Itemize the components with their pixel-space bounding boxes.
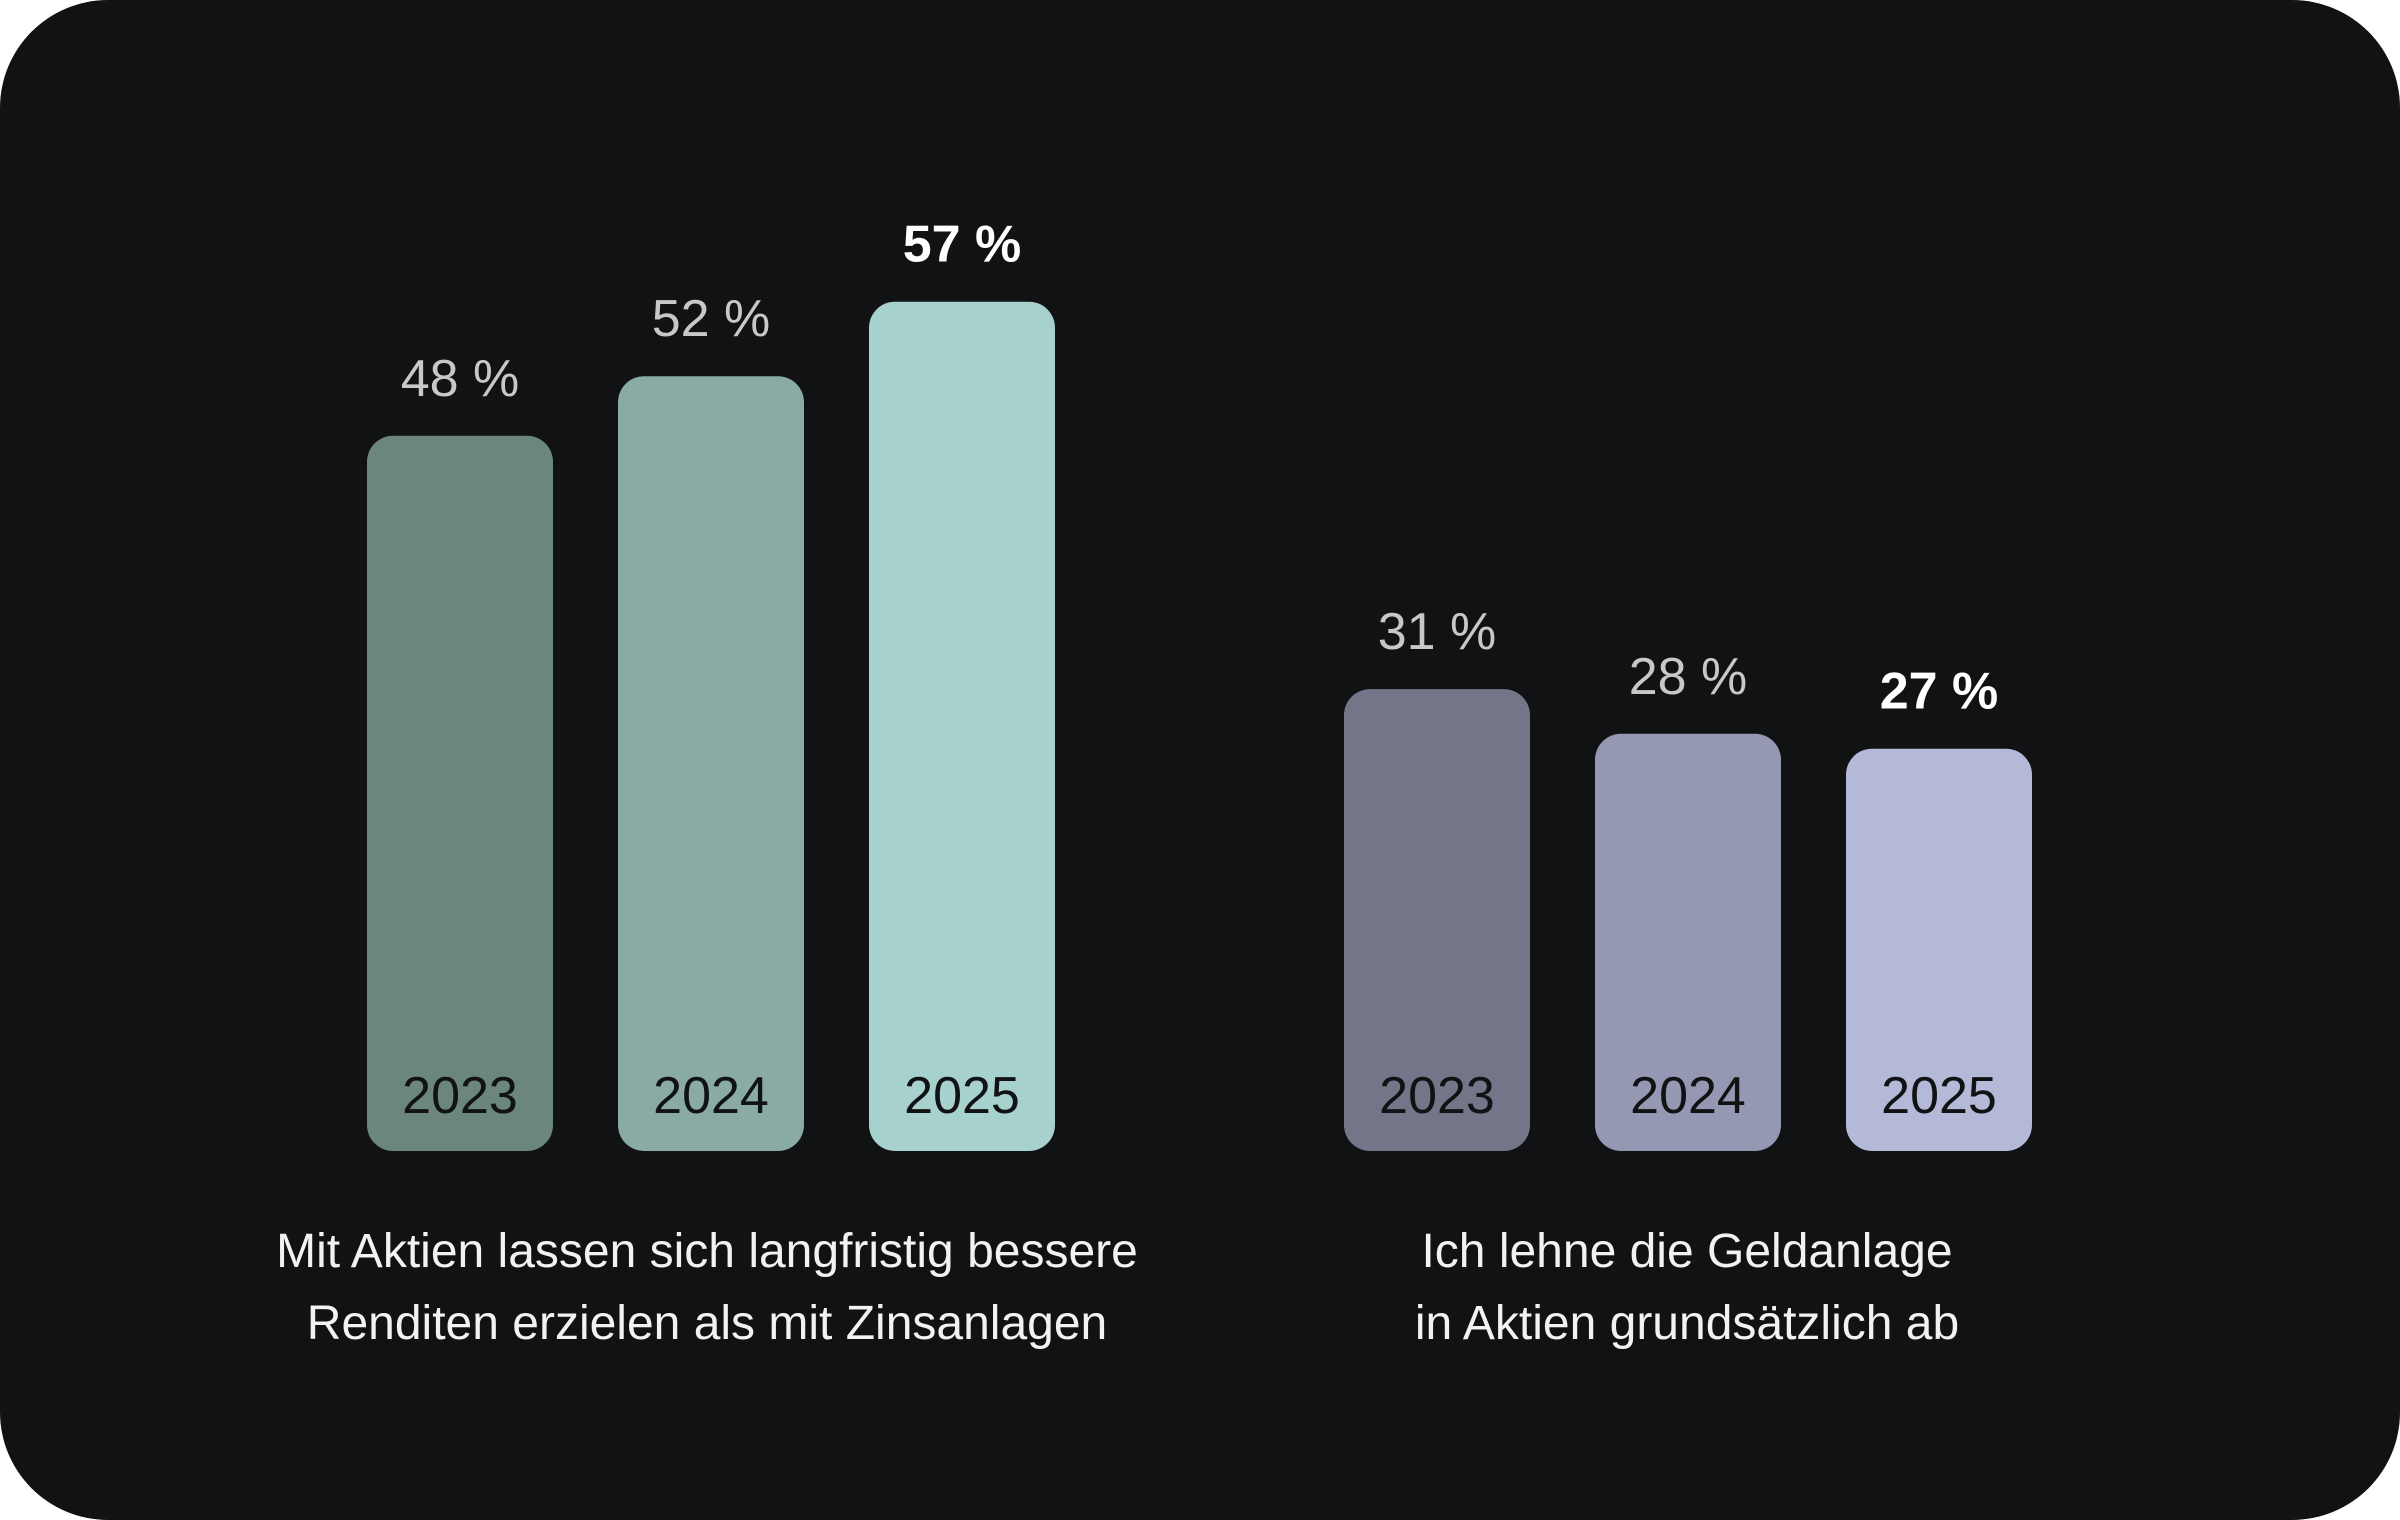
year-label-right-2025: 2025 [1881, 1067, 1997, 1125]
value-label-left-2025: 57 % [903, 216, 1022, 274]
year-label-right-2023: 2023 [1379, 1067, 1495, 1125]
bar-right-2025 [1846, 748, 2032, 1151]
caption-right: Ich lehne die Geldanlage in Aktien grund… [1137, 1216, 2237, 1360]
caption-left-line-1: Mit Aktien lassen sich langfristig besse… [276, 1225, 1138, 1278]
value-label-right-2024: 28 % [1629, 648, 1748, 706]
year-label-left-2025: 2025 [904, 1067, 1020, 1125]
caption-right-line-1: Ich lehne die Geldanlage [1421, 1225, 1953, 1278]
value-label-right-2025: 27 % [1880, 663, 1999, 721]
bar-left-2025 [869, 301, 1055, 1151]
bar-right-2023 [1344, 689, 1530, 1151]
value-label-right-2023: 31 % [1378, 603, 1497, 661]
bar-right-2024 [1595, 733, 1781, 1151]
caption-left: Mit Aktien lassen sich langfristig besse… [157, 1216, 1257, 1360]
year-label-left-2024: 2024 [653, 1067, 769, 1125]
value-label-left-2024: 52 % [652, 290, 771, 348]
caption-left-line-2: Renditen erzielen als mit Zinsanlagen [306, 1297, 1108, 1350]
value-label-left-2023: 48 % [401, 350, 520, 408]
year-label-left-2023: 2023 [402, 1067, 518, 1125]
caption-right-line-2: in Aktien grundsätzlich ab [1414, 1297, 1960, 1350]
year-label-right-2024: 2024 [1630, 1067, 1746, 1125]
bar-left-2024 [618, 376, 804, 1151]
bar-left-2023 [367, 435, 553, 1151]
